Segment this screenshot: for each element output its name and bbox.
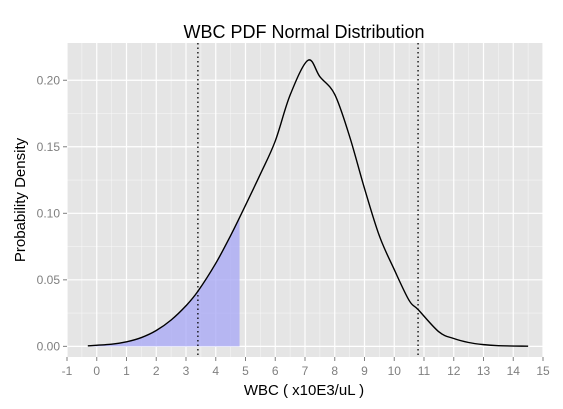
y-tick-label: 0.05 xyxy=(37,273,61,287)
density-curve xyxy=(87,59,529,347)
x-tick-label: 11 xyxy=(418,364,431,378)
x-tick-label: 9 xyxy=(361,364,368,378)
x-tick-label: 6 xyxy=(272,364,279,378)
x-tick-label: 4 xyxy=(212,364,219,378)
x-tick-label: 2 xyxy=(153,364,160,378)
x-tick-label: -1 xyxy=(62,364,73,378)
x-tick-label: 7 xyxy=(302,364,309,378)
x-axis: -1 0 1 2 3 4 5 6 7 8 9 10 11 12 13 14 15 xyxy=(62,357,550,378)
y-tick-label: 0.15 xyxy=(37,140,61,154)
x-tick-label: 0 xyxy=(93,364,100,378)
x-tick-label: 15 xyxy=(536,364,550,378)
x-tick-label: 1 xyxy=(123,364,130,378)
x-axis-title: WBC ( x10E3/uL ) xyxy=(244,382,364,399)
x-tick-label: 14 xyxy=(507,364,521,378)
reference-lines xyxy=(197,43,419,357)
y-tick-label: 0.10 xyxy=(37,206,61,220)
y-axis: 0.00 0.05 0.10 0.15 0.20 xyxy=(37,73,67,353)
shaded-region xyxy=(87,217,240,347)
x-tick-label: 10 xyxy=(388,364,402,378)
x-tick-label: 5 xyxy=(242,364,249,378)
chart-title: WBC PDF Normal Distribution xyxy=(183,22,424,42)
y-tick-label: 0.00 xyxy=(37,339,61,353)
y-axis-title: Probability Density xyxy=(12,137,29,262)
x-tick-label: 3 xyxy=(183,364,190,378)
x-tick-label: 13 xyxy=(477,364,491,378)
x-tick-label: 8 xyxy=(331,364,338,378)
x-tick-label: 12 xyxy=(447,364,461,378)
y-tick-label: 0.20 xyxy=(37,73,61,87)
